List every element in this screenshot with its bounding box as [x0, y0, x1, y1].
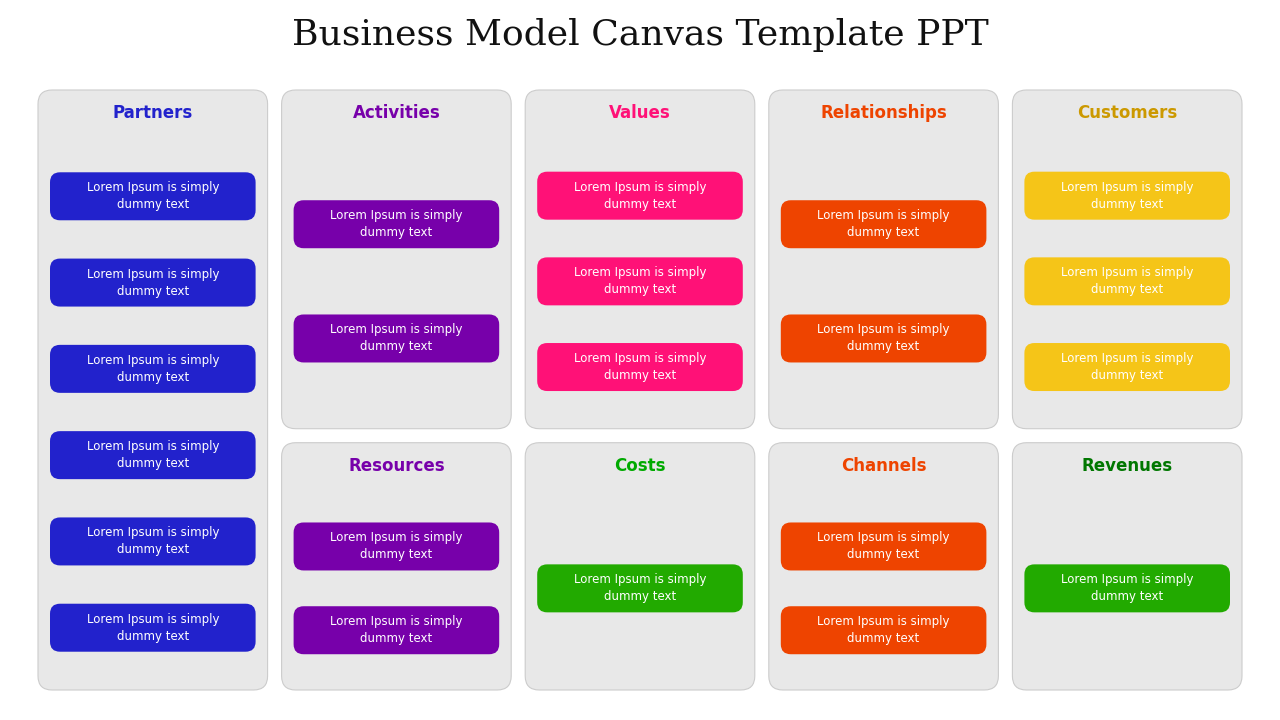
FancyBboxPatch shape	[293, 606, 499, 654]
FancyBboxPatch shape	[525, 90, 755, 428]
Text: Costs: Costs	[614, 456, 666, 474]
Text: Lorem Ipsum is simply
dummy text: Lorem Ipsum is simply dummy text	[1061, 181, 1193, 211]
FancyBboxPatch shape	[1024, 343, 1230, 391]
Text: Lorem Ipsum is simply
dummy text: Lorem Ipsum is simply dummy text	[818, 615, 950, 645]
FancyBboxPatch shape	[38, 90, 268, 690]
Text: Values: Values	[609, 104, 671, 122]
Text: Lorem Ipsum is simply
dummy text: Lorem Ipsum is simply dummy text	[87, 268, 219, 297]
FancyBboxPatch shape	[50, 603, 256, 652]
FancyBboxPatch shape	[50, 172, 256, 220]
FancyBboxPatch shape	[282, 90, 511, 428]
FancyBboxPatch shape	[1012, 443, 1242, 690]
Text: Lorem Ipsum is simply
dummy text: Lorem Ipsum is simply dummy text	[573, 352, 707, 382]
FancyBboxPatch shape	[769, 443, 998, 690]
FancyBboxPatch shape	[538, 257, 742, 305]
FancyBboxPatch shape	[50, 345, 256, 393]
Text: Lorem Ipsum is simply
dummy text: Lorem Ipsum is simply dummy text	[1061, 573, 1193, 603]
FancyBboxPatch shape	[50, 518, 256, 565]
FancyBboxPatch shape	[293, 200, 499, 248]
Text: Lorem Ipsum is simply
dummy text: Lorem Ipsum is simply dummy text	[330, 531, 462, 562]
Text: Lorem Ipsum is simply
dummy text: Lorem Ipsum is simply dummy text	[1061, 266, 1193, 297]
FancyBboxPatch shape	[1024, 564, 1230, 612]
FancyBboxPatch shape	[525, 443, 755, 690]
Text: Revenues: Revenues	[1082, 456, 1172, 474]
Text: Lorem Ipsum is simply
dummy text: Lorem Ipsum is simply dummy text	[87, 613, 219, 643]
Text: Lorem Ipsum is simply
dummy text: Lorem Ipsum is simply dummy text	[818, 210, 950, 239]
FancyBboxPatch shape	[781, 315, 987, 362]
Text: Relationships: Relationships	[820, 104, 947, 122]
Text: Lorem Ipsum is simply
dummy text: Lorem Ipsum is simply dummy text	[818, 531, 950, 562]
FancyBboxPatch shape	[282, 443, 511, 690]
Text: Lorem Ipsum is simply
dummy text: Lorem Ipsum is simply dummy text	[573, 573, 707, 603]
FancyBboxPatch shape	[50, 431, 256, 479]
Text: Customers: Customers	[1076, 104, 1178, 122]
FancyBboxPatch shape	[781, 606, 987, 654]
FancyBboxPatch shape	[1012, 90, 1242, 428]
FancyBboxPatch shape	[538, 343, 742, 391]
FancyBboxPatch shape	[538, 564, 742, 612]
Text: Activities: Activities	[352, 104, 440, 122]
Text: Lorem Ipsum is simply
dummy text: Lorem Ipsum is simply dummy text	[87, 440, 219, 470]
Text: Lorem Ipsum is simply
dummy text: Lorem Ipsum is simply dummy text	[330, 323, 462, 354]
Text: Lorem Ipsum is simply
dummy text: Lorem Ipsum is simply dummy text	[1061, 352, 1193, 382]
FancyBboxPatch shape	[538, 171, 742, 220]
Text: Lorem Ipsum is simply
dummy text: Lorem Ipsum is simply dummy text	[330, 210, 462, 239]
FancyBboxPatch shape	[769, 90, 998, 428]
FancyBboxPatch shape	[50, 258, 256, 307]
FancyBboxPatch shape	[1024, 257, 1230, 305]
FancyBboxPatch shape	[1024, 171, 1230, 220]
Text: Lorem Ipsum is simply
dummy text: Lorem Ipsum is simply dummy text	[573, 181, 707, 211]
Text: Lorem Ipsum is simply
dummy text: Lorem Ipsum is simply dummy text	[87, 181, 219, 211]
Text: Business Model Canvas Template PPT: Business Model Canvas Template PPT	[292, 18, 988, 52]
FancyBboxPatch shape	[293, 315, 499, 362]
Text: Lorem Ipsum is simply
dummy text: Lorem Ipsum is simply dummy text	[818, 323, 950, 354]
FancyBboxPatch shape	[293, 523, 499, 570]
Text: Lorem Ipsum is simply
dummy text: Lorem Ipsum is simply dummy text	[573, 266, 707, 297]
FancyBboxPatch shape	[781, 523, 987, 570]
Text: Lorem Ipsum is simply
dummy text: Lorem Ipsum is simply dummy text	[87, 526, 219, 557]
Text: Lorem Ipsum is simply
dummy text: Lorem Ipsum is simply dummy text	[87, 354, 219, 384]
Text: Resources: Resources	[348, 456, 444, 474]
Text: Channels: Channels	[841, 456, 927, 474]
Text: Partners: Partners	[113, 104, 193, 122]
Text: Lorem Ipsum is simply
dummy text: Lorem Ipsum is simply dummy text	[330, 615, 462, 645]
FancyBboxPatch shape	[781, 200, 987, 248]
